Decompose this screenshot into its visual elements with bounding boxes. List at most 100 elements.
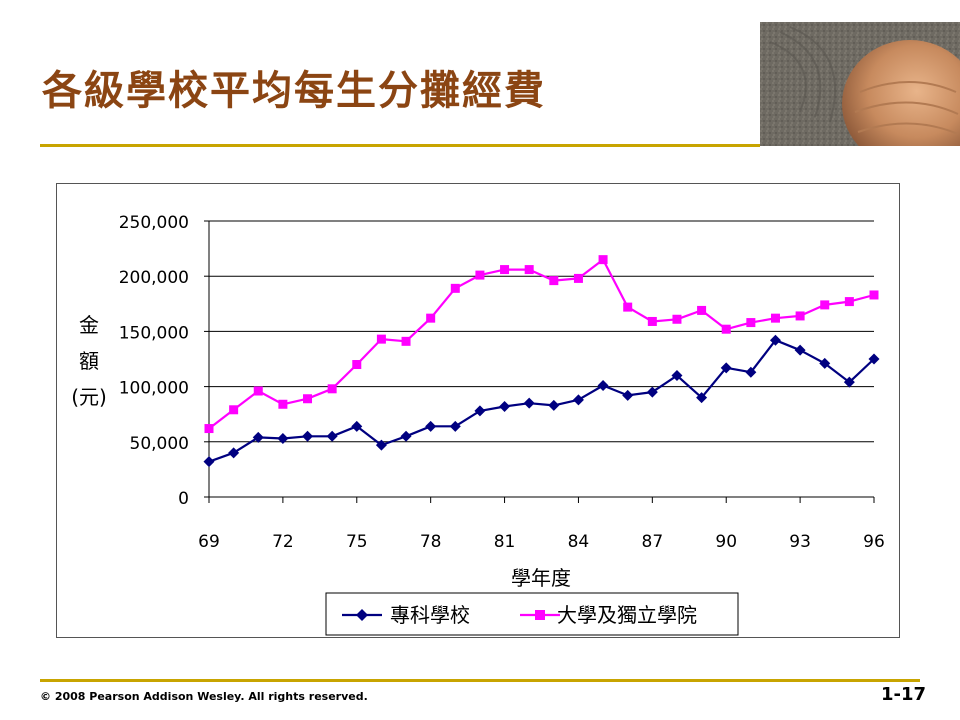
data-point	[769, 334, 781, 346]
data-point	[524, 265, 534, 275]
x-tick-label: 84	[568, 532, 590, 552]
data-point	[721, 324, 731, 334]
data-point	[203, 456, 215, 468]
data-point	[401, 336, 411, 346]
x-tick-label: 78	[420, 532, 442, 552]
data-point	[622, 389, 634, 401]
data-point	[229, 405, 239, 415]
y-tick-label: 0	[178, 489, 189, 509]
data-point	[277, 432, 289, 444]
data-point	[868, 353, 880, 365]
data-point	[623, 302, 633, 312]
legend-label: 專科學校	[390, 603, 470, 627]
data-point	[523, 397, 535, 409]
copyright-text: © 2008 Pearson Addison Wesley. All right…	[40, 690, 368, 703]
data-point	[820, 300, 830, 310]
y-axis-label: 金額 (元)	[71, 313, 107, 409]
data-point	[844, 297, 854, 307]
data-point	[252, 431, 264, 443]
x-axis-label: 學年度	[511, 566, 571, 590]
x-tick-label: 87	[642, 532, 664, 552]
legend-marker	[535, 610, 545, 620]
data-point	[572, 394, 584, 406]
y-axis-label-part: 額	[79, 349, 99, 373]
data-point	[204, 424, 214, 434]
series-line	[208, 258, 875, 430]
data-point	[474, 405, 486, 417]
data-point	[696, 392, 708, 404]
series-college	[203, 334, 880, 468]
y-tick-labels: 0 50,000 100,000 150,000 200,000 250,000	[119, 213, 189, 509]
x-tick-label: 75	[346, 532, 368, 552]
data-point	[869, 290, 879, 300]
title-underline	[40, 144, 760, 147]
series	[203, 255, 880, 468]
y-axis-label-part: 金	[79, 313, 99, 337]
data-point	[400, 430, 412, 442]
y-tick-label: 200,000	[119, 268, 189, 288]
data-point	[500, 265, 510, 275]
data-point	[352, 360, 362, 370]
y-tick-label: 100,000	[119, 379, 189, 399]
line-chart: 0 50,000 100,000 150,000 200,000 250,000 69 72…	[71, 213, 885, 636]
legend-item: 專科學校	[342, 603, 470, 627]
data-point	[548, 399, 560, 411]
data-point	[843, 376, 855, 388]
series-university	[204, 255, 879, 434]
data-point	[697, 305, 707, 315]
decorative-photo	[760, 22, 960, 146]
series-line	[208, 339, 875, 463]
data-point	[327, 384, 337, 394]
chart-container: 0 50,000 100,000 150,000 200,000 250,000 69 72…	[56, 183, 900, 638]
data-point	[746, 318, 756, 328]
data-point	[475, 270, 485, 280]
data-point	[499, 400, 511, 412]
data-point	[425, 420, 437, 432]
data-point	[647, 316, 657, 326]
legend: 專科學校 大學及獨立學院	[325, 592, 739, 636]
page-number: 1-17	[880, 684, 926, 705]
data-point	[794, 344, 806, 356]
gridlines	[209, 220, 874, 443]
data-point	[598, 255, 608, 265]
data-point	[376, 334, 386, 344]
data-point	[228, 447, 240, 459]
legend-marker	[356, 609, 368, 621]
legend-label: 大學及獨立學院	[557, 603, 697, 627]
legend-item: 大學及獨立學院	[520, 603, 697, 627]
data-point	[573, 273, 583, 283]
axes	[204, 220, 875, 503]
x-tick-label: 69	[198, 532, 220, 552]
y-tick-label: 50,000	[130, 434, 189, 454]
data-point	[278, 399, 288, 409]
data-point	[326, 430, 338, 442]
data-point	[597, 379, 609, 391]
footer-rule	[40, 679, 920, 682]
data-point	[672, 314, 682, 324]
data-point	[375, 439, 387, 451]
data-point	[253, 386, 263, 396]
y-tick-label: 250,000	[119, 213, 189, 233]
data-point	[426, 313, 436, 323]
data-point	[303, 394, 313, 404]
data-point	[646, 386, 658, 398]
data-point	[671, 370, 683, 382]
x-tick-label: 96	[863, 532, 885, 552]
data-point	[351, 420, 363, 432]
data-point	[449, 420, 461, 432]
x-tick-label: 93	[789, 532, 811, 552]
data-point	[770, 313, 780, 323]
x-tick-labels: 69 72 75 78 81 84 87 90 93 96	[198, 532, 885, 552]
x-tick-label: 81	[494, 532, 516, 552]
data-point	[720, 362, 732, 374]
x-tick-label: 90	[715, 532, 737, 552]
data-point	[819, 357, 831, 369]
data-point	[745, 366, 757, 378]
y-axis-label-part: (元)	[71, 385, 107, 409]
slide-title: 各級學校平均每生分攤經費	[42, 68, 546, 114]
y-tick-label: 150,000	[119, 323, 189, 343]
data-point	[302, 430, 314, 442]
data-point	[450, 283, 460, 293]
data-point	[549, 276, 559, 286]
x-tick-label: 72	[272, 532, 294, 552]
